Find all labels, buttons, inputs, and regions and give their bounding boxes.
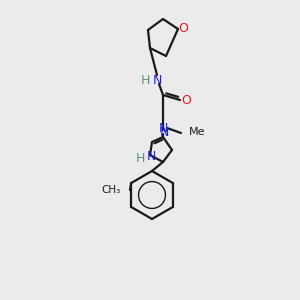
Text: H: H	[141, 74, 150, 86]
Text: N: N	[152, 74, 162, 86]
Text: N: N	[158, 122, 168, 136]
Text: H: H	[136, 152, 145, 164]
Text: N: N	[146, 151, 156, 164]
Text: CH₃: CH₃	[102, 185, 121, 195]
Text: O: O	[181, 94, 191, 106]
Text: N: N	[159, 125, 169, 139]
Text: O: O	[178, 22, 188, 34]
Text: Me: Me	[189, 127, 206, 137]
